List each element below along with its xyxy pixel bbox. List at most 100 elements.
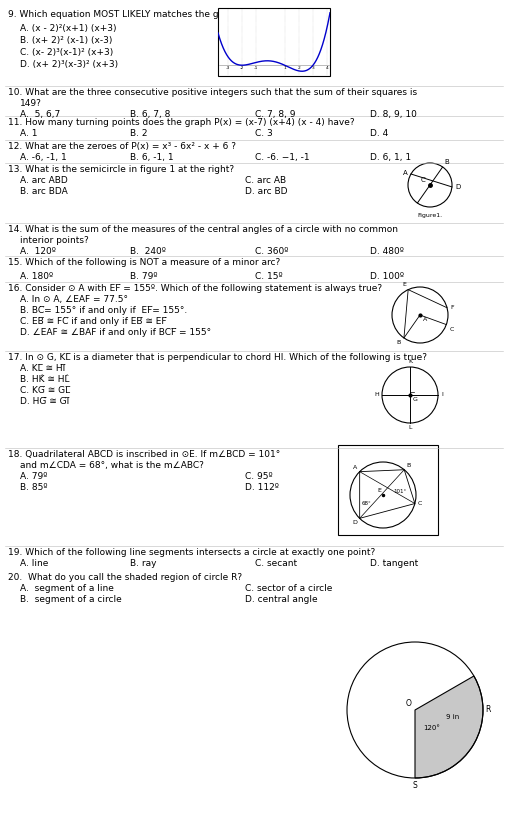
Text: 18. Quadrilateral ABCD is inscribed in ⊙E. If m∠BCD = 101°: 18. Quadrilateral ABCD is inscribed in ⊙… [8,450,280,459]
Text: 4: 4 [326,66,329,70]
Text: B. ray: B. ray [130,559,156,568]
Text: D. 112º: D. 112º [245,483,279,492]
Text: D. HG̅ ≅ GI̅: D. HG̅ ≅ GI̅ [20,397,69,406]
Text: D. central angle: D. central angle [245,595,318,604]
Text: C. -6. −1, -1: C. -6. −1, -1 [255,153,309,162]
Text: and m∠CDA = 68°, what is the m∠ABC?: and m∠CDA = 68°, what is the m∠ABC? [20,461,204,470]
Text: C: C [418,501,422,506]
Text: -1: -1 [254,66,259,70]
Text: 9 in: 9 in [446,714,459,720]
Text: 11. How many turning points does the graph P(x) = (x-7) (x+4) (x - 4) have?: 11. How many turning points does the gra… [8,118,355,127]
Text: B. HK̂ ≅ HL̂: B. HK̂ ≅ HL̂ [20,375,70,384]
Text: H: H [374,392,379,397]
Text: A.  120º: A. 120º [20,247,56,256]
Text: D. 100º: D. 100º [370,272,404,281]
Wedge shape [415,676,483,778]
Text: 20.  What do you call the shaded region of circle R?: 20. What do you call the shaded region o… [8,573,242,582]
Text: C. (x- 2)³(x-1)² (x+3): C. (x- 2)³(x-1)² (x+3) [20,48,113,57]
Text: L: L [408,425,412,430]
Text: D. ∠EAF ≅ ∠BAF if and only if BCF̅ = 155°: D. ∠EAF ≅ ∠BAF if and only if BCF̅ = 155… [20,328,211,337]
Text: 9. Which equation MOST LIKELY matches the graph below?: 9. Which equation MOST LIKELY matches th… [8,10,274,19]
Text: A. 1: A. 1 [20,129,38,138]
Text: B.  segment of a circle: B. segment of a circle [20,595,122,604]
Text: D. 480º: D. 480º [370,247,404,256]
Text: A. line: A. line [20,559,48,568]
Text: C. sector of a circle: C. sector of a circle [245,584,332,593]
Text: F: F [450,305,454,310]
Text: B. BC̅= 155° if and only if  EF̅= 155°.: B. BC̅= 155° if and only if EF̅= 155°. [20,306,187,315]
Text: C. 15º: C. 15º [255,272,282,281]
Text: A. arc ABD: A. arc ABD [20,176,68,185]
Text: B. 6, 7, 8: B. 6, 7, 8 [130,110,170,119]
Text: A. -6, -1, 1: A. -6, -1, 1 [20,153,67,162]
Text: D. 8, 9, 10: D. 8, 9, 10 [370,110,417,119]
Bar [338,445,438,535]
Text: K: K [408,359,412,364]
Text: 1: 1 [283,66,286,70]
Text: 120°: 120° [423,725,440,731]
Text: C. 360º: C. 360º [255,247,289,256]
Text: 15. Which of the following is NOT a measure of a minor arc?: 15. Which of the following is NOT a meas… [8,258,280,267]
Text: B. (x+ 2)² (x-1) (x-3): B. (x+ 2)² (x-1) (x-3) [20,36,112,45]
Text: A. 79º: A. 79º [20,472,47,481]
Text: C. 7, 8, 9: C. 7, 8, 9 [255,110,296,119]
Text: C. EB̅ ≅ FC̅ if and only if EB̅ ≅ EF̅: C. EB̅ ≅ FC̅ if and only if EB̅ ≅ EF̅ [20,317,167,326]
Text: C. secant: C. secant [255,559,297,568]
Text: D. 4: D. 4 [370,129,388,138]
Text: R: R [485,704,490,714]
Text: C. 3: C. 3 [255,129,273,138]
Text: A. 180º: A. 180º [20,272,53,281]
Text: E: E [402,282,406,287]
Text: 10. What are the three consecutive positive integers such that the sum of their : 10. What are the three consecutive posit… [8,88,417,97]
Text: 12. What are the zeroes of P(x) = x³ - 6x² - x + 6 ?: 12. What are the zeroes of P(x) = x³ - 6… [8,142,236,151]
Text: A. In ⊙ A, ∠EAF = 77.5°: A. In ⊙ A, ∠EAF = 77.5° [20,295,128,304]
Text: B. 79º: B. 79º [130,272,157,281]
Bar [218,8,330,76]
Text: B. 2: B. 2 [130,129,147,138]
Text: D. (x+ 2)³(x-3)² (x+3): D. (x+ 2)³(x-3)² (x+3) [20,60,118,69]
Text: C: C [449,326,454,331]
Text: 2: 2 [298,66,300,70]
Text: 68°: 68° [362,501,371,506]
Text: B: B [444,159,450,165]
Text: B.  240º: B. 240º [130,247,166,256]
Text: D. 6, 1, 1: D. 6, 1, 1 [370,153,411,162]
Text: A: A [403,170,408,176]
Text: C. 95º: C. 95º [245,472,273,481]
Text: 16. Consider ⊙ A with EF̅ = 155º. Which of the following statement is always tru: 16. Consider ⊙ A with EF̅ = 155º. Which … [8,284,382,293]
Text: 101°: 101° [394,488,407,493]
Text: A.  5, 6,7: A. 5, 6,7 [20,110,60,119]
Text: B. 6, -1, 1: B. 6, -1, 1 [130,153,174,162]
Text: I: I [441,392,443,397]
Text: D. tangent: D. tangent [370,559,418,568]
Text: G: G [413,397,418,402]
Text: A.  segment of a line: A. segment of a line [20,584,114,593]
Text: -2: -2 [240,66,244,70]
Text: D: D [455,184,460,190]
Text: interior points?: interior points? [20,236,89,245]
Text: B: B [406,462,410,468]
Text: B. arc BDA: B. arc BDA [20,187,68,196]
Text: 19. Which of the following line segments intersects a circle at exactly one poin: 19. Which of the following line segments… [8,548,375,557]
Text: 3: 3 [311,66,314,70]
Text: O: O [405,699,411,708]
Text: B: B [397,340,401,345]
Text: S: S [412,781,418,790]
Text: A. (x - 2)²(x+1) (x+3): A. (x - 2)²(x+1) (x+3) [20,24,116,33]
Text: 17. In ⊙ G, KL̅ is a diameter that is perpendicular to chord HI. Which of the fo: 17. In ⊙ G, KL̅ is a diameter that is pe… [8,353,427,362]
Text: Figure1.: Figure1. [418,213,442,218]
Text: 149?: 149? [20,99,42,108]
Text: 14. What is the sum of the measures of the central angles of a circle with no co: 14. What is the sum of the measures of t… [8,225,398,234]
Text: A: A [423,317,427,322]
Text: D: D [353,520,358,525]
Text: C. arc AB: C. arc AB [245,176,286,185]
Text: C. KG̅ ≅ GL̅: C. KG̅ ≅ GL̅ [20,386,70,395]
Text: A. KL̅ ≅ HI̅: A. KL̅ ≅ HI̅ [20,364,65,373]
Text: A: A [354,465,358,470]
Text: D. arc BD: D. arc BD [245,187,288,196]
Text: -3: -3 [226,66,230,70]
Text: B. 85º: B. 85º [20,483,48,492]
Text: C: C [420,177,425,183]
Text: 13. What is the semicircle in figure 1 at the right?: 13. What is the semicircle in figure 1 a… [8,165,234,174]
Text: E: E [377,488,381,493]
